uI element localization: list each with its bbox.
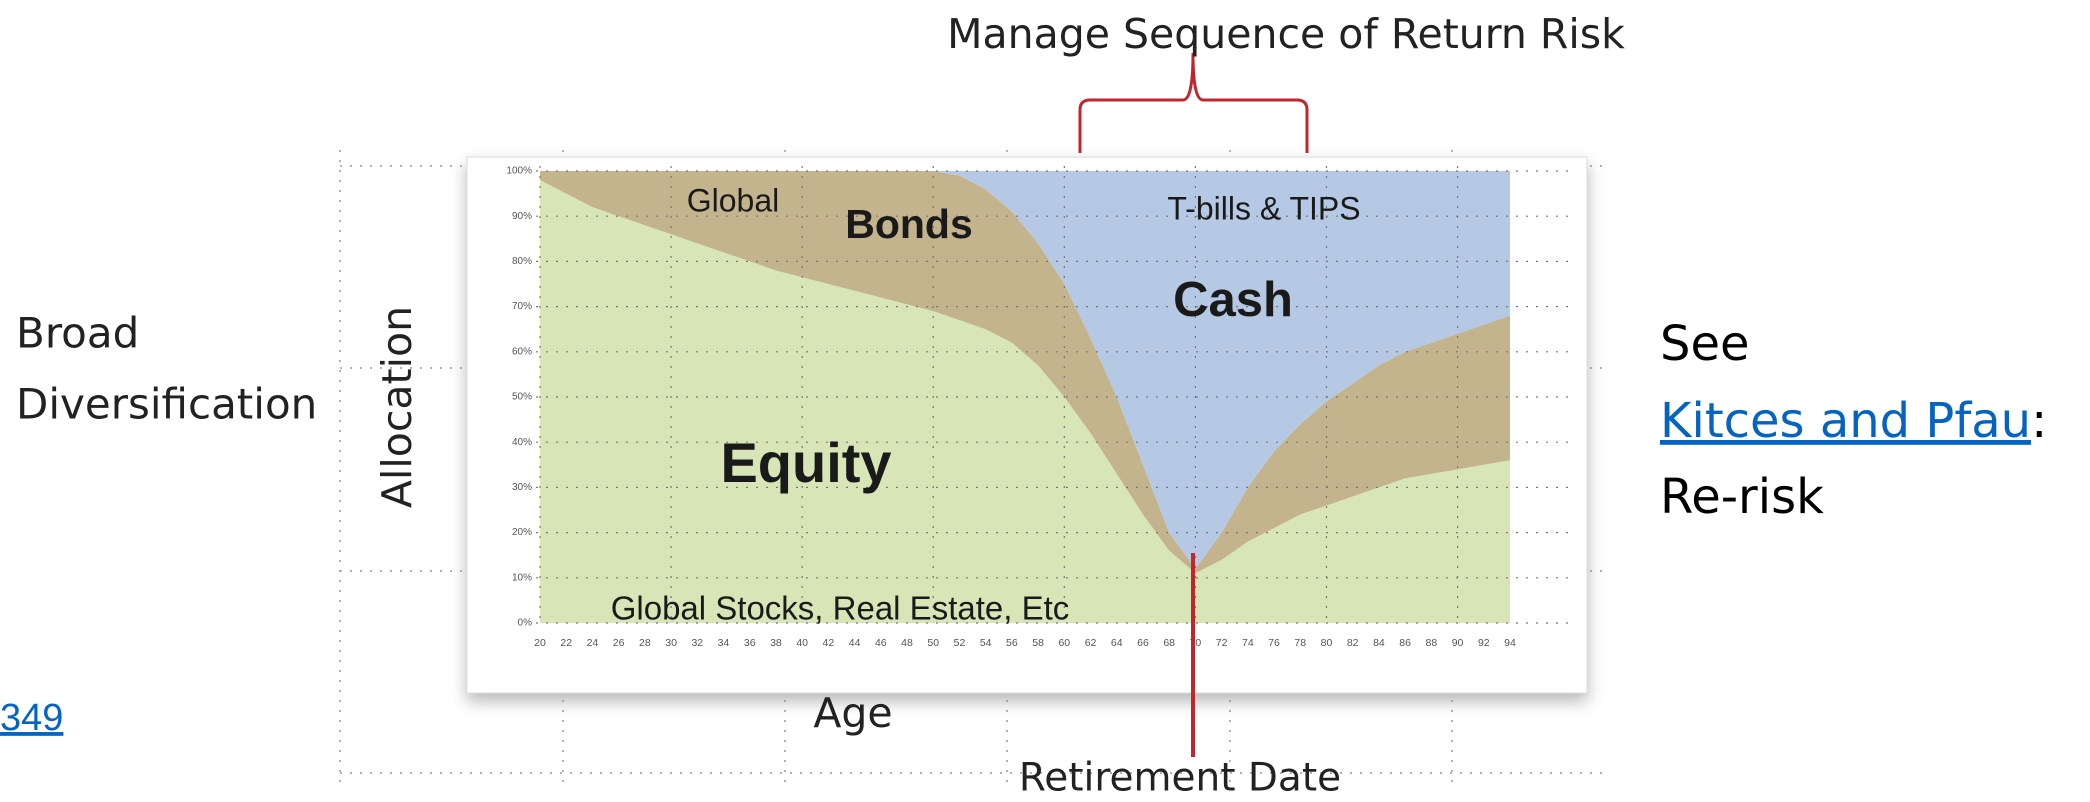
x-tick-label: 38 (770, 637, 782, 649)
series-label: Bonds (845, 201, 973, 247)
x-tick-label: 92 (1478, 637, 1490, 649)
annotation: Retirement Date (1019, 756, 1341, 801)
left-text: Diversification (16, 380, 317, 429)
right-text: Kitces and Pfau: (1660, 393, 2047, 449)
x-tick-label: 42 (823, 637, 835, 649)
left-text: Broad (16, 309, 139, 358)
x-tick-label: 78 (1294, 637, 1306, 649)
x-tick-label: 30 (665, 637, 677, 649)
x-tick-label: 40 (796, 637, 808, 649)
x-tick-label: 32 (691, 637, 703, 649)
chart-title: Manage Sequence of Return Risk (947, 10, 1625, 58)
x-tick-label: 50 (927, 637, 939, 649)
x-tick-label: 74 (1242, 637, 1254, 649)
right-text: See (1660, 316, 1750, 372)
y-tick-label: 40% (512, 437, 532, 448)
y-tick-label: 60% (512, 346, 532, 357)
area (540, 171, 1510, 569)
colon: : (2031, 393, 2047, 449)
x-tick-label: 82 (1347, 637, 1359, 649)
x-tick-label: 72 (1216, 637, 1228, 649)
plot: 0% 10% 20% 30% 40% 50% 60% 70% 80% 90% 100% 20 22 24 2… (506, 166, 1570, 649)
x-tick-label: 94 (1504, 637, 1516, 649)
x-tick-label: 26 (613, 637, 625, 649)
x-tick-label: 70 (1190, 637, 1202, 649)
x-tick-label: 80 (1321, 637, 1333, 649)
x-tick-label: 90 (1452, 637, 1464, 649)
x-tick-label: 64 (1111, 637, 1123, 649)
series-label: Cash (1173, 273, 1293, 327)
annotation: Global Stocks, Real Estate, Etc (611, 590, 1070, 627)
x-tick-label: 54 (980, 637, 992, 649)
x-tick-label: 22 (560, 637, 572, 649)
area (540, 171, 1510, 574)
x-tick-label: 62 (1085, 637, 1097, 649)
x-tick-label: 76 (1268, 637, 1280, 649)
y-axis-label: Allocation (373, 306, 421, 508)
y-tick-label: 50% (512, 392, 532, 403)
x-tick-label: 34 (718, 637, 730, 649)
x-tick-label: 86 (1399, 637, 1411, 649)
x-tick-label: 24 (587, 637, 599, 649)
bracket (1078, 52, 1309, 153)
y-tick-label: 70% (512, 301, 532, 312)
x-axis-label: Age (813, 689, 892, 737)
right-text: Re-risk (1660, 469, 1824, 525)
x-tick-label: 36 (744, 637, 756, 649)
series-label: Equity (720, 431, 891, 494)
y-tick-label: 80% (512, 256, 532, 267)
link[interactable]: Kitces and Pfau (1660, 393, 2031, 449)
y-tick-label: 90% (512, 211, 532, 222)
x-tick-label: 66 (1137, 637, 1149, 649)
annotation: Global (687, 182, 780, 218)
y-tick-label: 20% (512, 527, 532, 538)
y-tick-label: 0% (518, 618, 533, 629)
annotation: T-bills & TIPS (1167, 190, 1360, 226)
x-tick-label: 20 (534, 637, 546, 649)
x-tick-label: 68 (1163, 637, 1175, 649)
y-tick-label: 10% (512, 572, 532, 583)
x-tick-label: 84 (1373, 637, 1385, 649)
x-tick-label: 28 (639, 637, 651, 649)
x-tick-label: 58 (1032, 637, 1044, 649)
x-tick-label: 46 (875, 637, 887, 649)
x-tick-label: 48 (901, 637, 913, 649)
y-tick-label: 100% (506, 166, 532, 177)
x-tick-label: 88 (1426, 637, 1438, 649)
area (540, 180, 1510, 624)
x-tick-label: 56 (1006, 637, 1018, 649)
x-tick-label: 60 (1058, 637, 1070, 649)
corner-link[interactable]: 349 (0, 697, 63, 739)
y-tick-label: 30% (512, 482, 532, 493)
x-tick-label: 44 (849, 637, 861, 649)
x-tick-label: 52 (954, 637, 966, 649)
